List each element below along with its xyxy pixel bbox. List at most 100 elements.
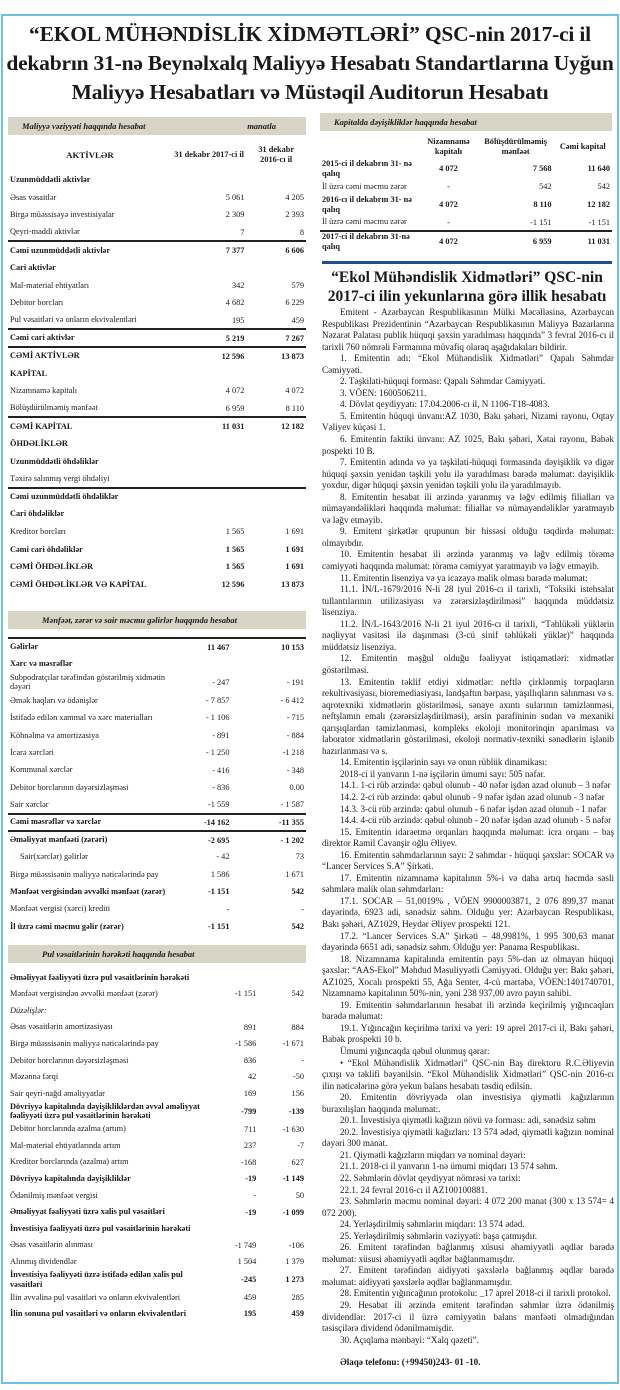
- row-value: [172, 171, 247, 189]
- row-label: İnvestisiya fəaliyyəti üzrə istifadə edi…: [10, 1270, 183, 1289]
- row-label: Cari aktivlər: [10, 263, 56, 273]
- row-label: 2016-cı il dekabrın 31- nə qalıq: [322, 195, 412, 214]
- report-paragraph: 20. Emitentin dövriyyədə olan investisiy…: [322, 1092, 614, 1114]
- row-value: -1 149: [282, 1174, 304, 1184]
- row-value: 7 377: [171, 240, 247, 259]
- report-paragraph: Emitent - Azərbaycan Respublikasının Mül…: [322, 307, 614, 352]
- table-row: Uzunmüddətli aktivlər: [8, 171, 306, 189]
- row-value: [246, 435, 306, 453]
- row-value: - 1 587: [280, 799, 304, 809]
- cash-table: Əməliyyat fəaliyyəti üzrə pul vəsaitləri…: [8, 969, 306, 1322]
- row-value: - 1 250: [205, 748, 230, 758]
- table-row: Əsas vəsaitlər 5 061 4 205: [8, 189, 306, 207]
- row-value: 8: [299, 227, 304, 237]
- row-value: -11 355: [231, 812, 306, 831]
- row-label: Pul vəsaitləri və onların ekvivalentləri: [10, 315, 137, 325]
- page-frame: [1, 14, 619, 1384]
- row-value: 156: [291, 1088, 304, 1098]
- table-row: Cari öhdəliklər: [8, 505, 306, 523]
- report-paragraph: 20.1. İnvestisiya qiymətli kağızın növü …: [340, 1115, 596, 1126]
- table-row: Əmək haqları və ödənişlər - 7 857 - 6 412: [8, 692, 306, 709]
- row-value: 5 219: [171, 328, 247, 347]
- row-value: 627: [291, 1157, 304, 1167]
- row-label: Sair xərclər: [10, 799, 49, 809]
- table-row: Uzunmüddətli öhdəliklər: [8, 453, 306, 471]
- row-value: -7: [297, 1141, 304, 1151]
- row-value: -: [253, 1190, 257, 1200]
- table-row: Cəmi məsrəflər və xərclər -14 162 -11 355: [8, 812, 306, 831]
- row-value: -1 218: [282, 748, 304, 758]
- table-row: Debitor borclarının dəyərsizləşməsi - 836…: [8, 779, 306, 796]
- row-value: 237: [243, 1141, 257, 1151]
- report-paragraph: 26. Emitent tərəfindən bağlanmış xüsusi …: [322, 1242, 614, 1264]
- row-label: Cəmi məsrəflər və xərclər: [8, 812, 181, 831]
- report-paragraph: 5. Emitentin hüquqi ünvanı:AZ 1030, Bakı…: [322, 410, 614, 433]
- row-value: -: [226, 904, 230, 914]
- row-value: 10 153: [231, 636, 306, 656]
- report-paragraph: 23. Səhmlərin məcmu nominal dəyəri: 4 07…: [322, 1196, 614, 1218]
- row-value: 4 072: [439, 164, 458, 173]
- row-value: -139: [288, 1106, 304, 1116]
- row-label: Mənfəət vergisindən əvvəlki mənfəət (zər…: [10, 989, 158, 999]
- row-value: [246, 470, 306, 488]
- table-row: 2015-ci il dekabrın 31- nə qalıq 4 072 7 5…: [320, 159, 612, 178]
- row-label: Əmək haqları və ödənişlər: [10, 695, 98, 705]
- table-row: Pul vəsaitləri və onların ekvivalentləri…: [8, 312, 306, 330]
- report-paragraph: Ümumi yığıncaqda qəbul olunmuş qərar:: [340, 1046, 490, 1056]
- row-value: - 42: [216, 852, 230, 862]
- row-value: 1 504: [237, 1257, 257, 1267]
- table-row: Cəmi uzunmüddətli öhdəliklər: [8, 486, 306, 506]
- row-value: 11 031: [553, 230, 612, 251]
- table-row: Bölüşdürülməmiş mənfəət 6 959 8 110: [8, 400, 306, 418]
- report-body: Emitent - Azərbaycan Respublikasının Mül…: [322, 307, 614, 1369]
- report-paragraph: 11. Emitentin lisenziya və ya icazəyə ma…: [340, 572, 588, 583]
- income-table: Gəlirlər 11 467 10 153 Xərc və məsrəflər Sub…: [8, 636, 306, 935]
- report-paragraph: 2. Təşkilati-hüquqi forması: Qapalı Səhm…: [340, 376, 546, 387]
- row-value: 579: [291, 280, 304, 290]
- row-value: -1 749: [234, 1240, 257, 1250]
- table-row: Birgə müəssisənin maliyyə nəticələrində …: [8, 1035, 306, 1052]
- table-row: Mal-material ehtiyatlarında artım 237 -7: [8, 1137, 306, 1154]
- row-label: Cəmi uzunmüddətli aktivlər: [8, 240, 172, 259]
- row-value: -106: [288, 1240, 304, 1250]
- row-value: -: [447, 217, 450, 227]
- row-value: 8 110: [285, 403, 304, 413]
- row-value: 4 072: [285, 386, 304, 396]
- row-value: 12 182: [587, 200, 610, 209]
- row-value: 12 596: [221, 579, 245, 589]
- table-row: Cəmi cari aktivlər 5 219 7 267: [8, 328, 306, 347]
- col-header: AKTİVLƏR: [66, 150, 114, 160]
- row-value: 8 110: [533, 200, 552, 209]
- report-paragraph: • “Ekol Mühəndislik Xidmətləri” QSC-nin …: [322, 1057, 614, 1091]
- row-value: 542: [597, 182, 610, 191]
- row-value: - 7 857: [205, 695, 230, 705]
- row-label: Cari öhdəliklər: [10, 509, 65, 519]
- row-value: -1 630: [282, 1124, 304, 1134]
- row-value: 542: [291, 887, 304, 897]
- row-value: 2 309: [225, 210, 245, 220]
- row-value: -: [301, 904, 304, 914]
- row-label: Məzənnə fərqi: [10, 1072, 59, 1082]
- row-value: 1 671: [285, 869, 304, 879]
- row-label: Subpodratçılar tərəfindən göstərilmiş xi…: [10, 672, 166, 692]
- table-row: Köhnəlmə və amortizasiya - 891 - 884: [8, 727, 306, 744]
- row-value: [246, 365, 306, 383]
- row-label: Dövriyyə kapitalında dəyişikliklərdən əv…: [10, 1101, 200, 1121]
- row-value: 1 586: [210, 869, 230, 879]
- table-row: İlin əvvəlinə pul vəsaitləri və onların …: [8, 1289, 306, 1306]
- row-value: 13 873: [246, 345, 306, 365]
- table-row: İcarə xərcləri - 1 250 -1 218: [8, 744, 306, 761]
- row-value: 13 873: [281, 579, 304, 589]
- row-label: CƏMİ KAPİTAL: [8, 416, 172, 435]
- row-label: Qeyri-maddi aktivlər: [10, 227, 80, 237]
- table-row: Mənfəət vergisindən əvvəlki mənfəət (zər…: [8, 883, 306, 900]
- report-paragraph: 19.1. Yığıncağın keçirilmə tarixi və yer…: [322, 1022, 614, 1045]
- table-row: İlin sonuna pul vəsaitləri və onların ek…: [8, 1306, 306, 1323]
- row-label: Mənfəət vergisindən əvvəlki mənfəət (zər…: [10, 887, 166, 897]
- table-row: Əsas vəsaitlərin alınması -1 749 -106: [8, 1237, 306, 1254]
- row-value: 4 072: [225, 386, 245, 396]
- row-label: Əməliyyat fəaliyyəti üzrə xalis pul vəsa…: [10, 1207, 165, 1217]
- table-row: Cəmi cari öhdəliklər 1 565 1 691: [8, 540, 306, 558]
- equity-table: Nizamnamə kapitalı Bölüşdürülməmiş mənfəə…: [320, 131, 612, 251]
- row-value: 459: [291, 1309, 304, 1319]
